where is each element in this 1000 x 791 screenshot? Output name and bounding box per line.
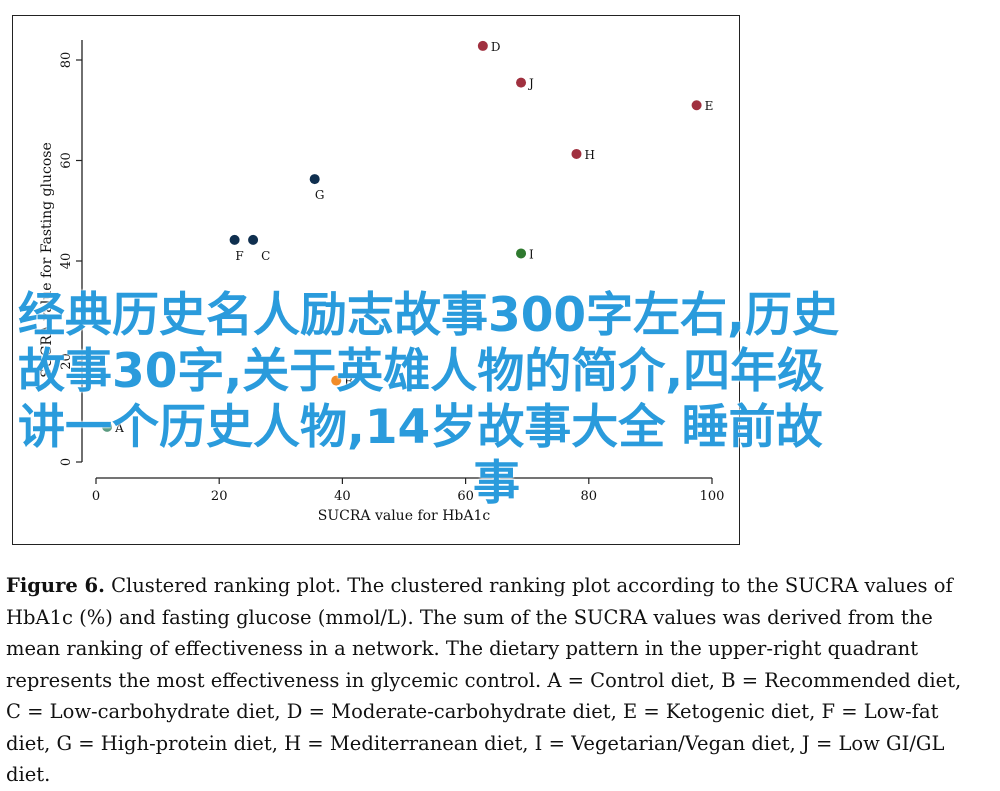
point-d bbox=[477, 40, 488, 51]
point-label-f: F bbox=[235, 249, 243, 263]
x-tick-label: 100 bbox=[700, 489, 725, 504]
scatter-plot: 0 20 40 60 80 100 0 20 40 60 80 SUCRA value for H… bbox=[39, 40, 725, 524]
data-points: A B C D E F G H I J bbox=[102, 40, 713, 435]
y-tick-label: 80 bbox=[59, 52, 74, 69]
overlay-line-2: 故事30字,关于英雄人物的简介,四年级 bbox=[18, 344, 825, 399]
x-tick-label: 80 bbox=[581, 489, 598, 504]
point-label-h: H bbox=[584, 148, 594, 162]
point-label-i: I bbox=[529, 247, 534, 261]
point-a bbox=[102, 421, 113, 432]
x-tick-label: 60 bbox=[457, 489, 474, 504]
y-tick-label: 20 bbox=[59, 353, 74, 370]
watermark-overlay-text: 经典历史名人励志故事300字左右,历史 故事30字,关于英雄人物的简介,四年级 … bbox=[18, 288, 918, 512]
point-label-e: E bbox=[705, 99, 714, 113]
x-tick-label: 20 bbox=[211, 489, 228, 504]
x-ticks: 0 20 40 60 80 100 bbox=[92, 478, 725, 504]
overlay-line-4: 事 bbox=[473, 456, 520, 511]
point-e bbox=[691, 100, 702, 111]
point-label-c: C bbox=[261, 249, 270, 263]
point-h bbox=[571, 148, 582, 159]
point-f bbox=[229, 234, 240, 245]
caption-text: Clustered ranking plot. The clustered ra… bbox=[6, 574, 962, 786]
y-ticks: 0 20 40 60 80 bbox=[59, 52, 82, 466]
overlay-line-3: 讲一个历史人物,14岁故事大全 睡前故 bbox=[18, 400, 823, 455]
point-c bbox=[248, 234, 259, 245]
point-b bbox=[331, 375, 342, 386]
point-g bbox=[309, 174, 320, 185]
x-axis-label: SUCRA value for HbA1c bbox=[318, 508, 491, 524]
figure-label: Figure 6. bbox=[6, 574, 105, 597]
point-label-d: D bbox=[491, 40, 501, 54]
point-label-g: G bbox=[315, 188, 325, 202]
y-axis-label: SUCRA value for Fasting glucose bbox=[39, 142, 55, 377]
x-tick-label: 0 bbox=[92, 489, 100, 504]
figure-caption: Figure 6. Clustered ranking plot. The cl… bbox=[6, 570, 981, 791]
plot-axes bbox=[81, 40, 712, 479]
point-label-j: J bbox=[527, 77, 534, 91]
point-j bbox=[516, 77, 527, 88]
figure-frame bbox=[12, 15, 740, 545]
y-tick-label: 40 bbox=[59, 253, 74, 270]
x-tick-label: 40 bbox=[334, 489, 351, 504]
y-tick-label: 60 bbox=[59, 152, 74, 169]
y-tick-label: 0 bbox=[59, 458, 74, 466]
point-label-a: A bbox=[114, 421, 124, 435]
point-i bbox=[516, 248, 527, 259]
overlay-line-1: 经典历史名人励志故事300字左右,历史 bbox=[18, 288, 839, 343]
point-label-b: B bbox=[344, 375, 353, 389]
